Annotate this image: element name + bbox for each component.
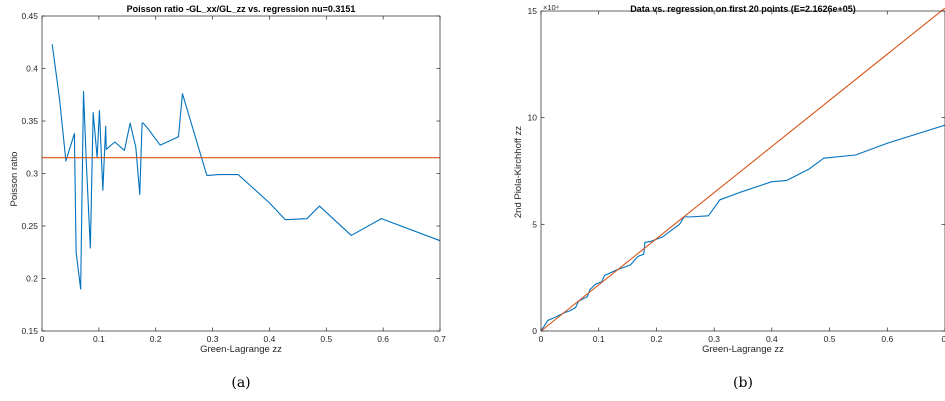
chart-a-title: Poisson ratio -GL_xx/GL_zz vs. regressio… [127, 4, 356, 14]
data-series-line [540, 124, 945, 332]
x-tick-label: 0 [40, 334, 45, 344]
x-tick-label: 0.4 [766, 334, 778, 344]
data-series-line [51, 44, 441, 290]
chart-a-xlabel: Green-Lagrange zz [200, 344, 282, 355]
chart-b-axes-box [540, 10, 945, 332]
chart-a-caption: (a) [231, 375, 250, 391]
y-tick-label: 10 [528, 113, 538, 123]
y-tick-label: 15 [528, 6, 538, 16]
x-tick-label: 0. [941, 334, 945, 344]
x-tick-label: 0.5 [824, 334, 836, 344]
x-tick-label: 0.7 [434, 334, 446, 344]
y-tick-label: 0.15 [21, 326, 38, 336]
x-tick-label: 0.6 [881, 334, 893, 344]
x-tick-label: 0.5 [320, 334, 332, 344]
y-tick-label: 0.4 [26, 64, 38, 74]
y-tick-label: 0 [532, 326, 537, 336]
chart-a-ylabel: Poisson ratio [9, 152, 20, 207]
chart-b-caption: (b) [733, 375, 753, 391]
chart-b: Data vs. regression on first 20 points (… [513, 3, 945, 391]
regression-line [540, 7, 945, 332]
x-tick-label: 0.1 [93, 334, 105, 344]
x-tick-label: 0.6 [377, 334, 389, 344]
x-tick-label: 0.4 [264, 334, 276, 344]
x-tick-label: 0.2 [150, 334, 162, 344]
x-tick-label: 0.2 [651, 334, 663, 344]
y-tick-label: 0.3 [26, 169, 38, 179]
y-tick-label: 0.2 [26, 274, 38, 284]
chart-b-y-exponent: ×10⁴ [543, 3, 559, 12]
chart-b-ylabel: 2nd Piola-Kirchhoff zz [513, 126, 524, 218]
chart-a: Poisson ratio -GL_xx/GL_zz vs. regressio… [9, 4, 446, 391]
y-tick-label: 0.35 [21, 116, 38, 126]
x-tick-label: 0.3 [207, 334, 219, 344]
x-tick-label: 0 [539, 334, 544, 344]
chart-a-axes-box [41, 15, 441, 332]
chart-b-xlabel: Green-Lagrange zz [702, 344, 784, 355]
y-tick-label: 0.45 [21, 11, 38, 21]
x-tick-label: 0.3 [708, 334, 720, 344]
y-tick-label: 5 [532, 219, 537, 229]
y-tick-label: 0.25 [21, 221, 38, 231]
x-tick-label: 0.1 [593, 334, 605, 344]
chart-b-title: Data vs. regression on first 20 points (… [630, 4, 856, 14]
